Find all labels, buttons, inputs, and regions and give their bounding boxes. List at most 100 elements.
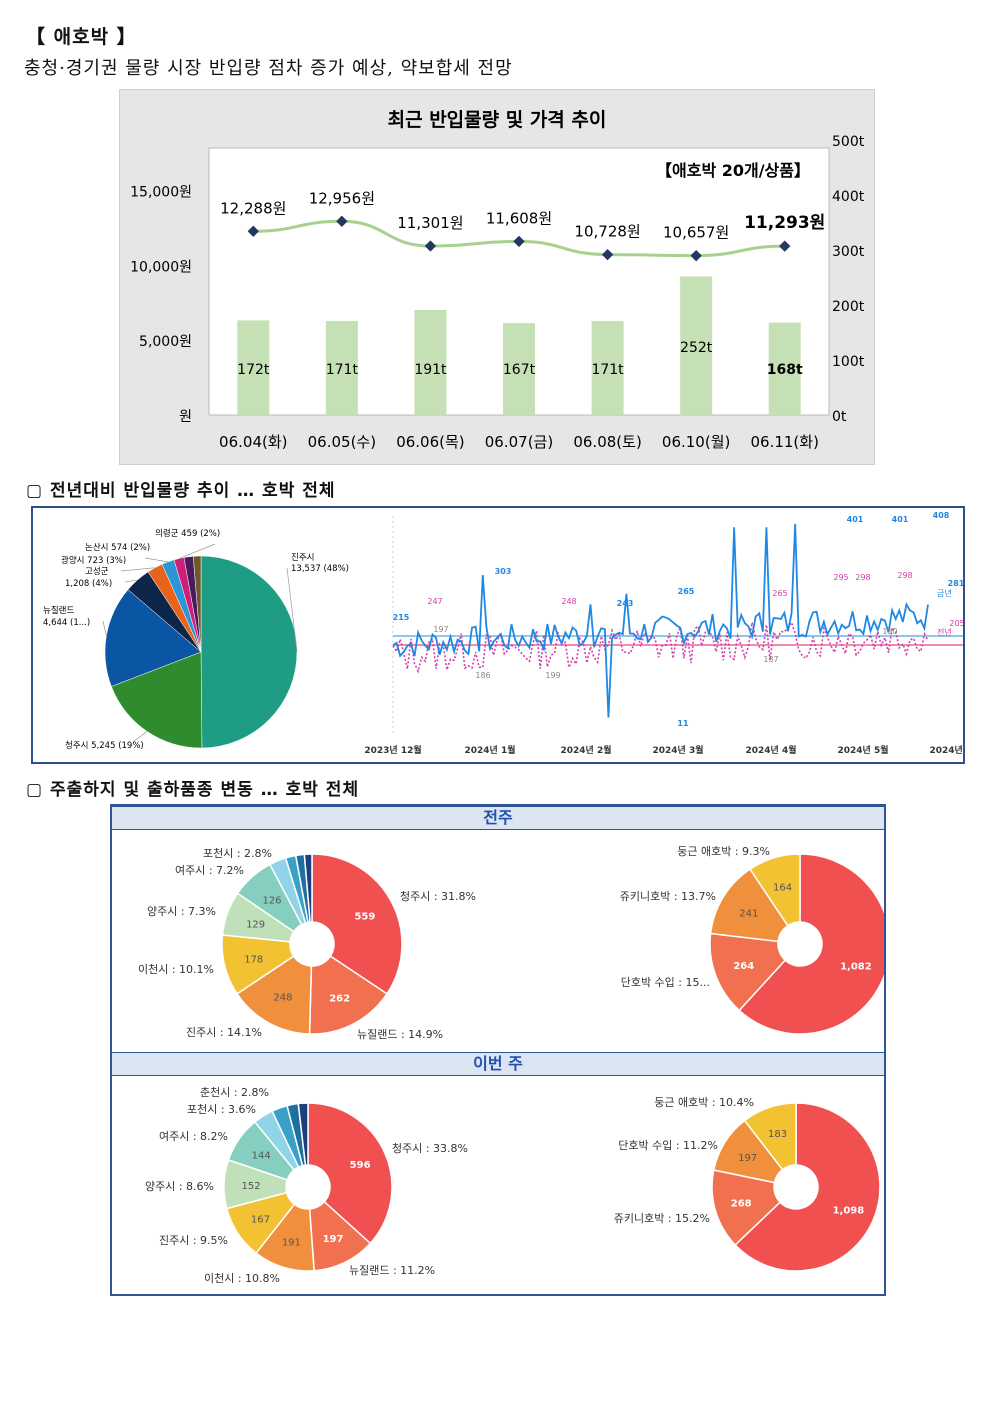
slice-label: 둥근 애호박 : 10.4% (654, 1096, 754, 1109)
x-tick: 06.06(목) (396, 433, 464, 451)
x-tick: 06.10(월) (662, 433, 730, 451)
bar-0 (237, 320, 270, 415)
pie-slice-1 (711, 1169, 782, 1246)
band-prev-week: 전주 (112, 806, 884, 830)
slice-label: 진주시 : 9.5% (159, 1234, 228, 1247)
point-label-current: 11 (677, 719, 689, 728)
slice-value: 596 (350, 1160, 371, 1171)
x-tick: 06.05(수) (308, 433, 376, 451)
price-label: 12,956원 (309, 189, 375, 207)
point-label-previous: 248 (561, 597, 576, 606)
slice-label: 이천시 : 10.1% (138, 962, 214, 976)
point-label-current: 281 (948, 579, 963, 588)
pie-slice-1 (308, 955, 388, 1035)
band-this-week: 이번 주 (112, 1052, 884, 1076)
point-label-previous: 247 (427, 597, 442, 606)
trend-panel: 진주시 13,537 (48%) 청주시 5,245 (19%) 뉴질랜드 4,644 … (31, 506, 965, 764)
pie-slice-2 (104, 589, 202, 687)
slice-value: 268 (731, 1199, 752, 1210)
leader-line (132, 731, 148, 743)
y-left-tick: 10,000원 (130, 259, 192, 275)
bar-label: 171t (591, 362, 624, 378)
pie-slice-0 (200, 555, 298, 749)
leader-line (178, 543, 216, 559)
slice-label: 쥬키니호박 : 13.7% (620, 890, 716, 903)
bar-label: 171t (326, 362, 359, 378)
bar-3 (503, 323, 535, 415)
section-title-shipping: ▢ 주출하지 및 출하품종 변동 … 호박 전체 (26, 780, 360, 800)
slice-value: 241 (739, 909, 758, 920)
slice-label: 여주시 : 7.2% (175, 864, 244, 877)
point-label-current: 215 (393, 613, 410, 622)
line-current (392, 523, 929, 718)
point-label-current: 265 (678, 587, 695, 596)
price-marker-6 (779, 240, 791, 252)
pie-label: 뉴질랜드 (43, 605, 74, 616)
point-label-current: 401 (847, 515, 864, 524)
y-right-tick: 200t (832, 299, 865, 315)
main-chart-panel: 최근 반입물량 및 가격 추이 【애호박 20개/상품】 원 5,000원 10,000… (119, 89, 875, 465)
price-label: 11,608원 (486, 209, 552, 227)
point-label-previous: 295 (833, 573, 848, 582)
bar-label: 168t (767, 362, 803, 378)
slice-value: 183 (768, 1129, 787, 1140)
slice-value: 197 (323, 1234, 344, 1245)
slice-value: 126 (262, 895, 281, 906)
slice-label: 단호박 수입 : 11.2% (618, 1139, 718, 1152)
pie-slice-2 (236, 955, 313, 1035)
y-right-tick: 400t (832, 189, 865, 205)
slice-value: 262 (329, 993, 350, 1004)
x-tick: 2024년 5월 (837, 744, 888, 756)
main-chart: 최근 반입물량 및 가격 추이 【애호박 20개/상품】 원 5,000원 10,000… (130, 109, 865, 451)
pie-slice-9 (303, 853, 313, 923)
slice-label: 둥근 애호박 : 9.3% (677, 845, 770, 858)
page-title: 【 애호박 】 (26, 26, 137, 48)
x-tick: 06.08(토) (573, 433, 641, 451)
leader-line (120, 567, 155, 572)
bar-label: 252t (680, 340, 713, 356)
bar-4 (591, 320, 624, 415)
price-marker-5 (690, 249, 702, 262)
slice-label: 단호박 수입 : 15... (621, 976, 710, 989)
x-tick: 2024년 4월 (745, 744, 796, 756)
legend-current: 금년 (937, 588, 952, 598)
pie-slice-0 (734, 1102, 881, 1272)
pie-label: 논산시 574 (2%) (85, 542, 150, 553)
pie-slice-3 (749, 853, 801, 927)
slice-value: 248 (273, 992, 292, 1003)
pie-label: 광양시 723 (3%) (61, 555, 126, 566)
price-label: 11,301원 (397, 214, 463, 232)
point-label: 199 (545, 671, 560, 680)
x-tick: 06.11(화) (750, 433, 818, 451)
current-origin-pie: 596 청주시 : 33.8% 197 뉴질랜드 : 11.2% 191 이천시 : 10… (145, 1085, 468, 1285)
bar-5 (680, 276, 713, 415)
y-right-tick: 0t (832, 409, 847, 425)
bar-2 (414, 309, 447, 415)
pie-slice-1 (709, 932, 787, 1012)
slice-label: 청주시 : 33.8% (392, 1142, 468, 1155)
point-label: 197 (433, 625, 448, 634)
pie-slice-1 (111, 651, 203, 749)
slice-label: 진주시 : 14.1% (186, 1026, 262, 1039)
y-left-tick: 15,000원 (130, 185, 192, 201)
y-right-tick: 300t (832, 244, 865, 260)
slice-value: 197 (738, 1153, 757, 1164)
bar-label: 167t (503, 362, 536, 378)
x-tick: 2024년 3월 (652, 744, 703, 756)
point-label-current: 303 (495, 567, 512, 576)
y-right-tick: 500t (832, 134, 865, 150)
slice-label: 뉴질랜드 : 14.9% (357, 1028, 443, 1041)
leader-line (124, 579, 138, 583)
chart-title: 최근 반입물량 및 가격 추이 (388, 109, 607, 131)
slice-value: 144 (252, 1150, 271, 1161)
slice-value: 1,098 (833, 1205, 865, 1216)
slice-label: 양주시 : 8.6% (145, 1180, 214, 1193)
bar-label: 172t (237, 362, 270, 378)
bar-label: 191t (414, 362, 447, 378)
point-label-previous: 298 (897, 571, 912, 580)
price-marker-4 (601, 248, 614, 261)
x-tick: 06.04(화) (219, 433, 287, 451)
trend-line-chart: 2023년 12월 2024년 1월 2024년 2월 2024년 3월 2024년 4… (364, 511, 963, 756)
